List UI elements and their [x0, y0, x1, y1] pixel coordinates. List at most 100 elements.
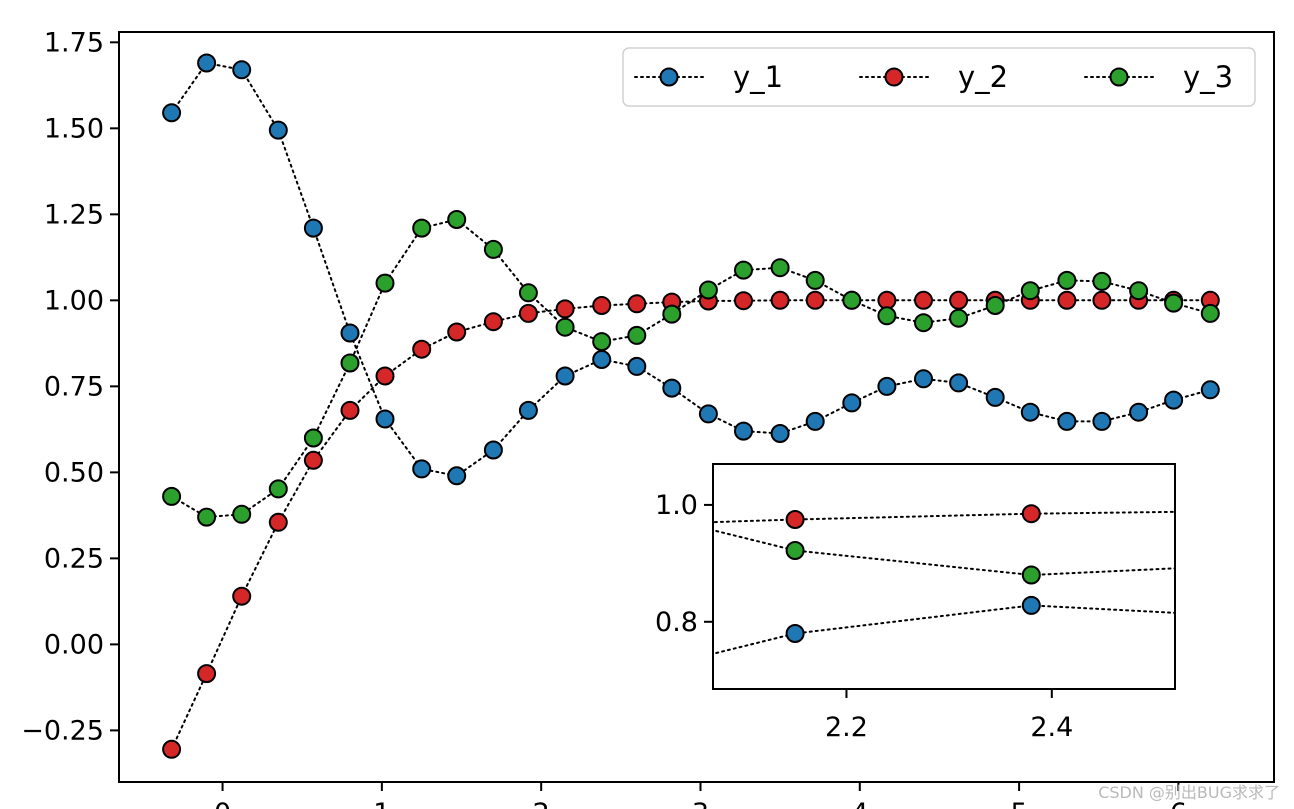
main-point-y_3 [1164, 293, 1184, 313]
main-point-y_3 [518, 283, 538, 303]
main-point-y_3 [1020, 281, 1040, 301]
main-point-y_3 [914, 313, 933, 333]
legend-box [622, 47, 1256, 107]
main-point-y_1 [985, 387, 1005, 407]
watermark: CSDN @别出BUG求求了 [1098, 783, 1280, 802]
inset-x-tick-label: 2.2 [825, 712, 868, 743]
main-y-tick-label: −0.25 [21, 715, 104, 746]
main-point-y_3 [734, 260, 753, 280]
main-point-y_1 [877, 376, 897, 396]
main-point-y_3 [303, 428, 323, 448]
inset-plot-area [713, 464, 1175, 689]
main-point-y_2 [734, 291, 753, 311]
main-point-y_2 [1057, 290, 1077, 310]
main-point-y_1 [1129, 402, 1149, 422]
inset-axes-frame [712, 463, 1176, 690]
legend-marker-y_2 [884, 67, 904, 87]
legend-label-y_2: y_2 [958, 60, 1008, 94]
inset-series-line-y_1 [713, 604, 1175, 655]
main-point-y_2 [518, 303, 538, 323]
main-point-y_3 [412, 218, 432, 238]
main-point-y_2 [914, 290, 933, 310]
legend-marker-y_3 [1109, 67, 1129, 87]
main-y-tick-label: 1.50 [44, 113, 104, 144]
main-point-y_1 [303, 218, 323, 238]
main-point-y_3 [877, 306, 897, 326]
main-y-tick-label: 0.25 [44, 543, 104, 574]
main-point-y_1 [447, 466, 467, 486]
main-point-y_2 [197, 664, 217, 684]
main-point-y_1 [340, 323, 360, 343]
main-y-tick-label: 0.00 [44, 629, 104, 660]
main-y-tick-label: 0.75 [44, 371, 104, 402]
main-point-y_1 [1057, 411, 1077, 431]
main-point-y_1 [555, 366, 575, 386]
main-point-y_2 [162, 739, 182, 759]
main-point-y_2 [483, 312, 503, 332]
inset-point-y_3 [1021, 565, 1041, 585]
legend-marker-y_1 [659, 67, 679, 87]
main-point-y_1 [770, 424, 790, 443]
inset-y-tick-label: 0.8 [655, 607, 698, 638]
inset-point-y_1 [1021, 595, 1041, 615]
main-point-y_3 [1200, 303, 1220, 323]
inset-point-y_3 [785, 541, 805, 560]
main-point-y_3 [592, 332, 612, 352]
main-point-y_1 [1164, 390, 1184, 410]
main-point-y_2 [770, 290, 790, 310]
main-point-y_2 [1092, 290, 1112, 310]
main-x-tick-label: 2 [533, 798, 550, 809]
main-y-tick-label: 1.75 [44, 27, 104, 58]
main-point-y_2 [340, 400, 360, 420]
inset-series-line-y_3 [713, 529, 1175, 577]
inset-point-y_2 [785, 510, 805, 529]
main-point-y_1 [1092, 411, 1112, 431]
main-point-y_3 [232, 504, 252, 524]
main-x-tick-label: 3 [692, 798, 709, 809]
main-point-y_3 [340, 353, 360, 373]
inset-series-line-y_2 [713, 510, 1175, 524]
main-point-y_1 [698, 404, 718, 424]
main-point-y_1 [518, 400, 538, 420]
inset-axes: 2.2 2.4 0.8 1.0 [655, 463, 1176, 743]
main-point-y_2 [232, 586, 252, 606]
main-point-y_2 [268, 512, 288, 532]
legend-label-y_1: y_1 [733, 60, 783, 94]
main-point-y_2 [447, 322, 467, 342]
main-axes: 0 1 2 3 4 5 6 −0.25 0.00 0.25 0.50 0.75 1.00 1.25 1.50… [21, 27, 1275, 809]
main-point-y_2 [877, 290, 897, 310]
main-point-y_2 [555, 299, 575, 319]
main-point-y_3 [555, 317, 575, 337]
inset-y-tick-label: 1.0 [655, 490, 698, 521]
legend-label-y_3: y_3 [1183, 60, 1233, 94]
main-point-y_1 [842, 393, 862, 413]
main-point-y_3 [1092, 271, 1112, 291]
main-x-tick-label: 5 [1011, 798, 1028, 809]
main-point-y_3 [197, 507, 217, 527]
main-point-y_3 [627, 325, 647, 345]
main-point-y_3 [483, 239, 503, 259]
main-point-y_3 [447, 210, 467, 229]
main-y-tick-label: 1.00 [44, 285, 104, 316]
main-point-y_3 [985, 296, 1005, 315]
main-y-tick-label: 1.25 [44, 199, 104, 230]
main-point-y_2 [592, 296, 612, 315]
main-point-y_1 [375, 409, 395, 429]
main-point-y_3 [162, 486, 182, 506]
main-point-y_1 [1020, 402, 1040, 422]
legend: y_1 y_2 y_3 [622, 47, 1256, 107]
main-point-y_3 [662, 304, 682, 324]
main-point-y_2 [805, 290, 825, 310]
main-point-y_1 [1200, 380, 1220, 400]
main-point-y_3 [698, 280, 718, 300]
main-point-y_1 [268, 120, 288, 140]
main-point-y_1 [162, 103, 182, 123]
main-point-y_3 [268, 479, 288, 499]
main-point-y_2 [949, 290, 969, 310]
main-point-y_1 [627, 356, 647, 376]
main-point-y_1 [592, 350, 612, 369]
inset-point-y_2 [1021, 504, 1041, 524]
inset-point-y_1 [785, 624, 805, 643]
main-point-y_1 [483, 440, 503, 460]
